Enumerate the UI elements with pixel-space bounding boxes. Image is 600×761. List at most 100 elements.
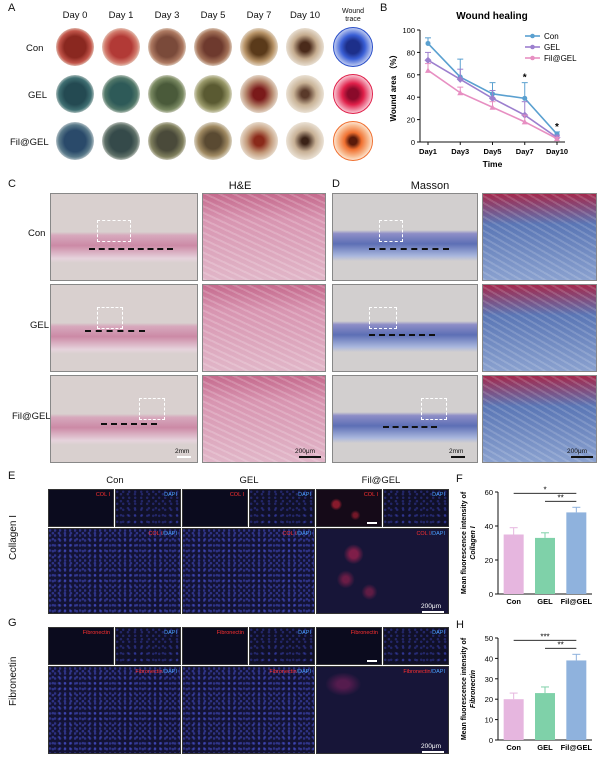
y-tick-label: 60	[407, 71, 415, 80]
scale-label: 200μm	[421, 743, 442, 750]
wound-photo	[148, 122, 186, 160]
panel-h-label: H	[456, 619, 464, 631]
y-tick-label: 80	[407, 48, 415, 57]
scale-bar	[422, 611, 444, 613]
wound-photo	[286, 28, 324, 66]
merge-tag-blue: /DAPI	[430, 531, 445, 537]
day-label: Day 0	[62, 10, 88, 21]
wound-photo	[56, 75, 94, 113]
bar	[566, 660, 587, 740]
merge-tag-red: COL I	[148, 531, 163, 537]
legend-label: Fil@GEL	[544, 54, 577, 63]
fluor-col-gel: COL I	[182, 489, 248, 527]
row-label-con: Con	[26, 43, 44, 54]
fluor-fn-merge-con: Fibronectin/DAPI	[48, 666, 181, 754]
wound-photo	[56, 122, 94, 160]
fluor-fn-con: Fibronectin	[48, 627, 114, 665]
day-label: Day 5	[200, 10, 226, 21]
bar	[503, 534, 524, 594]
x-tick-label: Day7	[516, 147, 534, 156]
row-label-gel: GEL	[28, 90, 48, 101]
zoom-box	[139, 398, 165, 420]
wound-width-line	[89, 248, 173, 250]
trace-header-line: trace	[345, 16, 361, 23]
scale-bar	[299, 456, 321, 458]
scale-label: 200μm	[567, 448, 588, 455]
scale-label: 200μm	[421, 603, 442, 610]
scale-bar	[422, 751, 444, 753]
fibronectin-side-label: Fibronectin	[8, 656, 19, 706]
he-highmag-gel	[202, 284, 326, 372]
x-tick-label: GEL	[537, 743, 553, 752]
x-axis-label: Time	[483, 159, 503, 169]
fn-tag: Fibronectin	[82, 630, 110, 636]
panel-b-label: B	[380, 2, 388, 14]
legend-marker	[530, 44, 535, 50]
fluor-col-con: COL I	[48, 489, 114, 527]
masson-highmag-filgel: 200μm	[482, 375, 597, 463]
wound-width-line	[369, 248, 449, 250]
group-label-gel: GEL	[239, 475, 259, 486]
wound-trace-con	[333, 27, 373, 67]
y-tick-label: 0	[411, 138, 415, 147]
merge-tag-red: Fibronectin	[269, 669, 297, 675]
wound-width-line	[101, 423, 157, 425]
fn-tag: Fibronectin	[350, 630, 378, 636]
wound-trace-header: Wound trace	[330, 8, 376, 24]
data-point	[489, 104, 496, 110]
x-tick-label: GEL	[537, 597, 553, 606]
merge-tag-red: Fibronectin	[403, 669, 431, 675]
y-tick-label: 20	[485, 556, 493, 565]
bar	[503, 699, 524, 740]
scale-bar	[177, 456, 191, 458]
fluor-merge-filgel: COL I/DAPI 200μm	[316, 528, 449, 614]
y-axis-label: Collagen I	[470, 525, 477, 560]
day-label: Day 3	[154, 10, 180, 21]
zoom-box	[97, 220, 131, 242]
panel-g-label: G	[8, 617, 17, 629]
merge-tag-blue: /DAPI	[162, 531, 177, 537]
merge-tag: Fibronectin/DAPI	[403, 669, 445, 675]
y-axis-label: Wound area （%）	[388, 51, 398, 122]
data-point	[456, 75, 464, 83]
he-highmag-con	[202, 193, 326, 281]
legend-marker	[530, 33, 535, 39]
fluor-fn-gel: Fibronectin	[182, 627, 248, 665]
fluor-dapi-gel: DAPI	[249, 627, 315, 665]
y-tick-label: 40	[485, 522, 493, 531]
x-tick-label: Con	[506, 597, 521, 606]
y-tick-label: 10	[485, 716, 493, 725]
merge-tag-blue: /DAPI	[162, 669, 177, 675]
bar	[566, 512, 587, 594]
data-point	[425, 40, 431, 46]
y-tick-label: 0	[489, 736, 493, 745]
merge-tag-red: Fibronectin	[135, 669, 163, 675]
y-tick-label: 100	[402, 26, 415, 35]
masson-lowmag-con	[332, 193, 478, 281]
scale-bar	[451, 456, 465, 458]
data-point	[424, 56, 432, 64]
x-tick-label: Day1	[419, 147, 437, 156]
zoom-box	[369, 307, 397, 329]
data-point	[554, 135, 560, 142]
he-lowmag-gel	[50, 284, 198, 372]
significance-mark: *	[555, 122, 559, 133]
fluor-col-filgel: COL I	[316, 489, 382, 527]
merge-tag-red: COL I	[282, 531, 297, 537]
day-label: Day 1	[108, 10, 134, 21]
dapi-tag: DAPI	[298, 630, 311, 636]
merge-tag: COL I/DAPI	[282, 531, 311, 537]
significance-mark: **	[558, 640, 564, 649]
he-lowmag-filgel: 2mm	[50, 375, 198, 463]
significance-mark: **	[558, 493, 564, 502]
x-tick-label: Fil@GEL	[561, 597, 593, 606]
masson-lowmag-gel	[332, 284, 478, 372]
masson-highmag-con	[482, 193, 597, 281]
data-point	[522, 95, 528, 101]
scale-label: 2mm	[449, 448, 464, 455]
wound-photo	[102, 122, 140, 160]
wound-width-line	[85, 330, 145, 332]
wound-photo	[240, 28, 278, 66]
wound-photo	[194, 122, 232, 160]
col-tag: COL I	[95, 492, 110, 498]
